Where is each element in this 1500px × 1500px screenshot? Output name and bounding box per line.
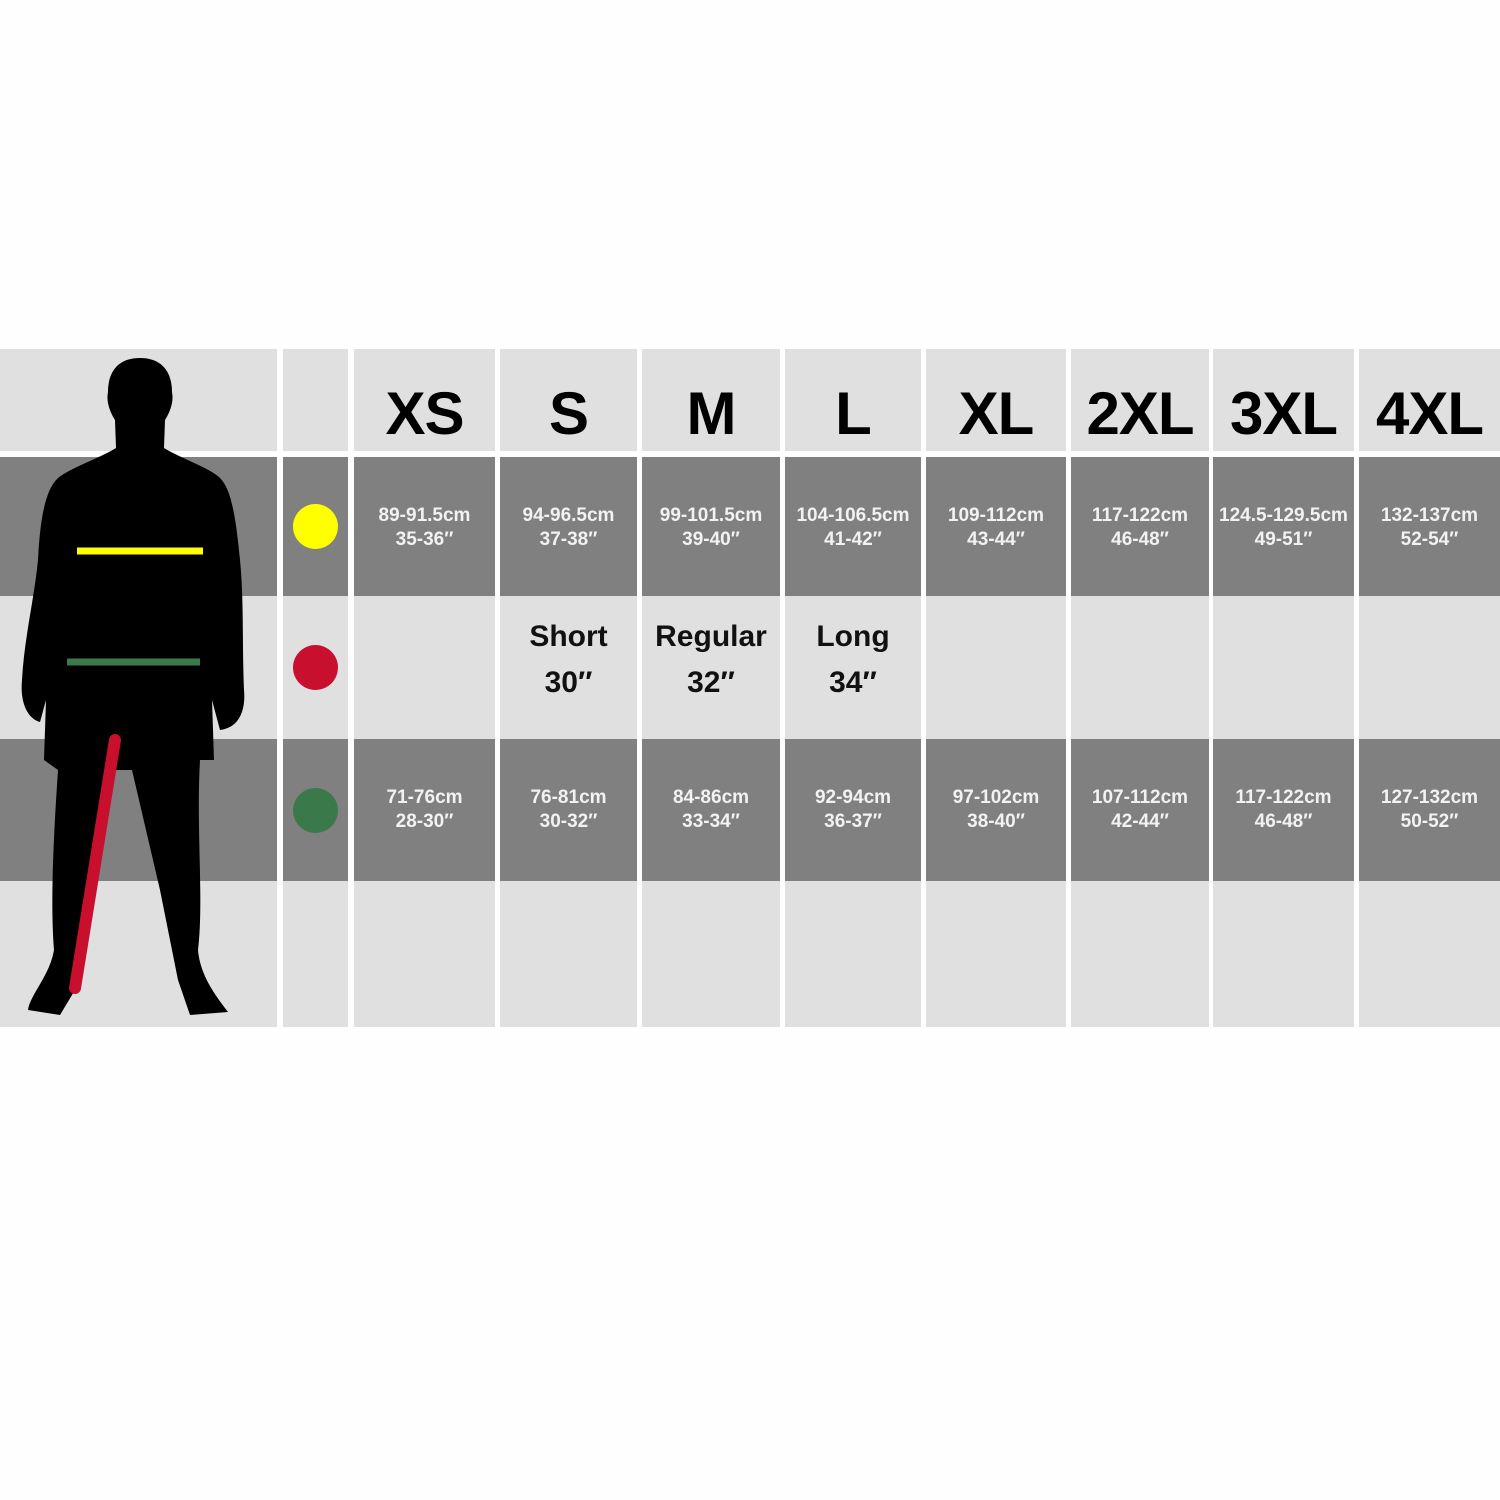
waist-legend-dot-icon — [293, 787, 338, 833]
waist-cm: 92-94cm — [814, 787, 892, 808]
waist-cm: 71-76cm — [386, 787, 463, 808]
waist-cm: 76-81cm — [530, 787, 607, 808]
chest-cm: 117-122cm — [1091, 505, 1189, 526]
waist-cm: 117-122cm — [1235, 787, 1332, 808]
chest-cm: 94-96.5cm — [522, 505, 615, 526]
waist-inches: 36-37″ — [824, 811, 882, 832]
waist-inches: 46-48″ — [1254, 811, 1313, 832]
size-header: XL — [926, 349, 1066, 451]
legend-column-cell — [283, 457, 348, 596]
waist-cell: 76-81cm 30-32″ — [500, 739, 637, 881]
leg-length-value: 32″ — [687, 666, 735, 699]
size-label: 2XL — [1086, 379, 1194, 447]
waist-cm: 97-102cm — [952, 787, 1040, 808]
waist-inches: 30-32″ — [539, 811, 598, 832]
chest-cell: 89-91.5cm 35-36″ — [354, 457, 495, 596]
size-label: 3XL — [1229, 379, 1338, 447]
waist-cm: 84-86cm — [672, 787, 750, 808]
inside-leg-cell — [354, 596, 495, 739]
empty-cell — [926, 881, 1066, 1027]
waist-inches: 33-34″ — [682, 811, 740, 832]
waist-inches: 28-30″ — [395, 811, 454, 832]
size-label: XS — [385, 379, 464, 447]
inside-leg-cell — [1071, 596, 1209, 739]
chest-cell: 104-106.5cm 41-42″ — [785, 457, 921, 596]
chest-cell: 124.5-129.5cm 49-51″ — [1213, 457, 1354, 596]
inside-leg-measure-line — [69, 734, 121, 994]
leg-length-value: 34″ — [829, 666, 877, 699]
inside-leg-cell: Short 30″ — [500, 596, 637, 739]
chest-cell: 94-96.5cm 37-38″ — [500, 457, 637, 596]
chest-cm: 89-91.5cm — [378, 505, 471, 526]
chest-inches: 41-42″ — [824, 529, 882, 550]
waist-cell: 97-102cm 38-40″ — [926, 739, 1066, 881]
chest-inches: 49-51″ — [1254, 529, 1313, 550]
empty-cell — [1213, 881, 1354, 1027]
waist-cell: 84-86cm 33-34″ — [642, 739, 780, 881]
size-label: 4XL — [1375, 379, 1484, 447]
leg-length-label: Regular — [655, 620, 767, 653]
chest-inches: 52-54″ — [1400, 529, 1459, 550]
chest-cm: 109-112cm — [947, 505, 1045, 526]
legend-column-cell — [283, 881, 348, 1027]
size-header: S — [500, 349, 637, 451]
size-header: 3XL — [1213, 349, 1354, 451]
size-header: L — [785, 349, 921, 451]
leg-length-value: 30″ — [544, 666, 593, 699]
inside-leg-cell: Regular 32″ — [642, 596, 780, 739]
chest-cm: 124.5-129.5cm — [1219, 505, 1348, 526]
empty-cell — [1071, 881, 1209, 1027]
inside-leg-cell — [926, 596, 1066, 739]
inside-leg-cell — [1359, 596, 1500, 739]
waist-inches: 38-40″ — [967, 811, 1025, 832]
chest-inches: 35-36″ — [395, 529, 454, 550]
size-header: 2XL — [1071, 349, 1209, 451]
size-label: S — [548, 379, 589, 447]
inside-leg-cell: Long 34″ — [785, 596, 921, 739]
legend-column-cell — [283, 596, 348, 739]
waist-inches: 42-44″ — [1111, 811, 1169, 832]
chest-cell: 99-101.5cm 39-40″ — [642, 457, 780, 596]
chest-inches: 43-44″ — [967, 529, 1025, 550]
inside-leg-cell — [1213, 596, 1354, 739]
size-header: 4XL — [1359, 349, 1500, 451]
empty-cell — [354, 881, 495, 1027]
leg-length-label: Long — [816, 620, 890, 653]
waist-cell: 107-112cm 42-44″ — [1071, 739, 1209, 881]
chest-inches: 39-40″ — [682, 529, 740, 550]
waist-cm: 127-132cm — [1380, 787, 1479, 808]
waist-cell: 127-132cm 50-52″ — [1359, 739, 1500, 881]
legend-column-cell — [283, 349, 348, 451]
size-label: L — [835, 379, 872, 447]
waist-cell: 117-122cm 46-48″ — [1213, 739, 1354, 881]
size-label: M — [686, 379, 737, 447]
leg-length-label: Short — [529, 620, 608, 653]
waist-cm: 107-112cm — [1091, 787, 1189, 808]
body-silhouette-icon — [21, 358, 245, 1015]
size-header: M — [642, 349, 780, 451]
chest-cm: 99-101.5cm — [659, 505, 763, 526]
legend-column-cell — [283, 739, 348, 881]
chest-inches: 37-38″ — [539, 529, 598, 550]
silhouette — [21, 358, 245, 1015]
chest-cm: 132-137cm — [1380, 505, 1479, 526]
size-label: XL — [958, 379, 1035, 447]
empty-cell — [1359, 881, 1500, 1027]
empty-cell — [785, 881, 921, 1027]
waist-cell: 92-94cm 36-37″ — [785, 739, 921, 881]
chest-cell: 117-122cm 46-48″ — [1071, 457, 1209, 596]
chest-legend-dot-icon — [293, 504, 338, 549]
waist-inches: 50-52″ — [1400, 811, 1459, 832]
chest-cell: 132-137cm 52-54″ — [1359, 457, 1500, 596]
chest-inches: 46-48″ — [1111, 529, 1169, 550]
empty-cell — [500, 881, 637, 1027]
size-header: XS — [354, 349, 495, 451]
chest-cell: 109-112cm 43-44″ — [926, 457, 1066, 596]
chest-cm: 104-106.5cm — [796, 505, 910, 526]
empty-cell — [642, 881, 780, 1027]
inside-leg-legend-dot-icon — [293, 645, 338, 690]
waist-cell: 71-76cm 28-30″ — [354, 739, 495, 881]
